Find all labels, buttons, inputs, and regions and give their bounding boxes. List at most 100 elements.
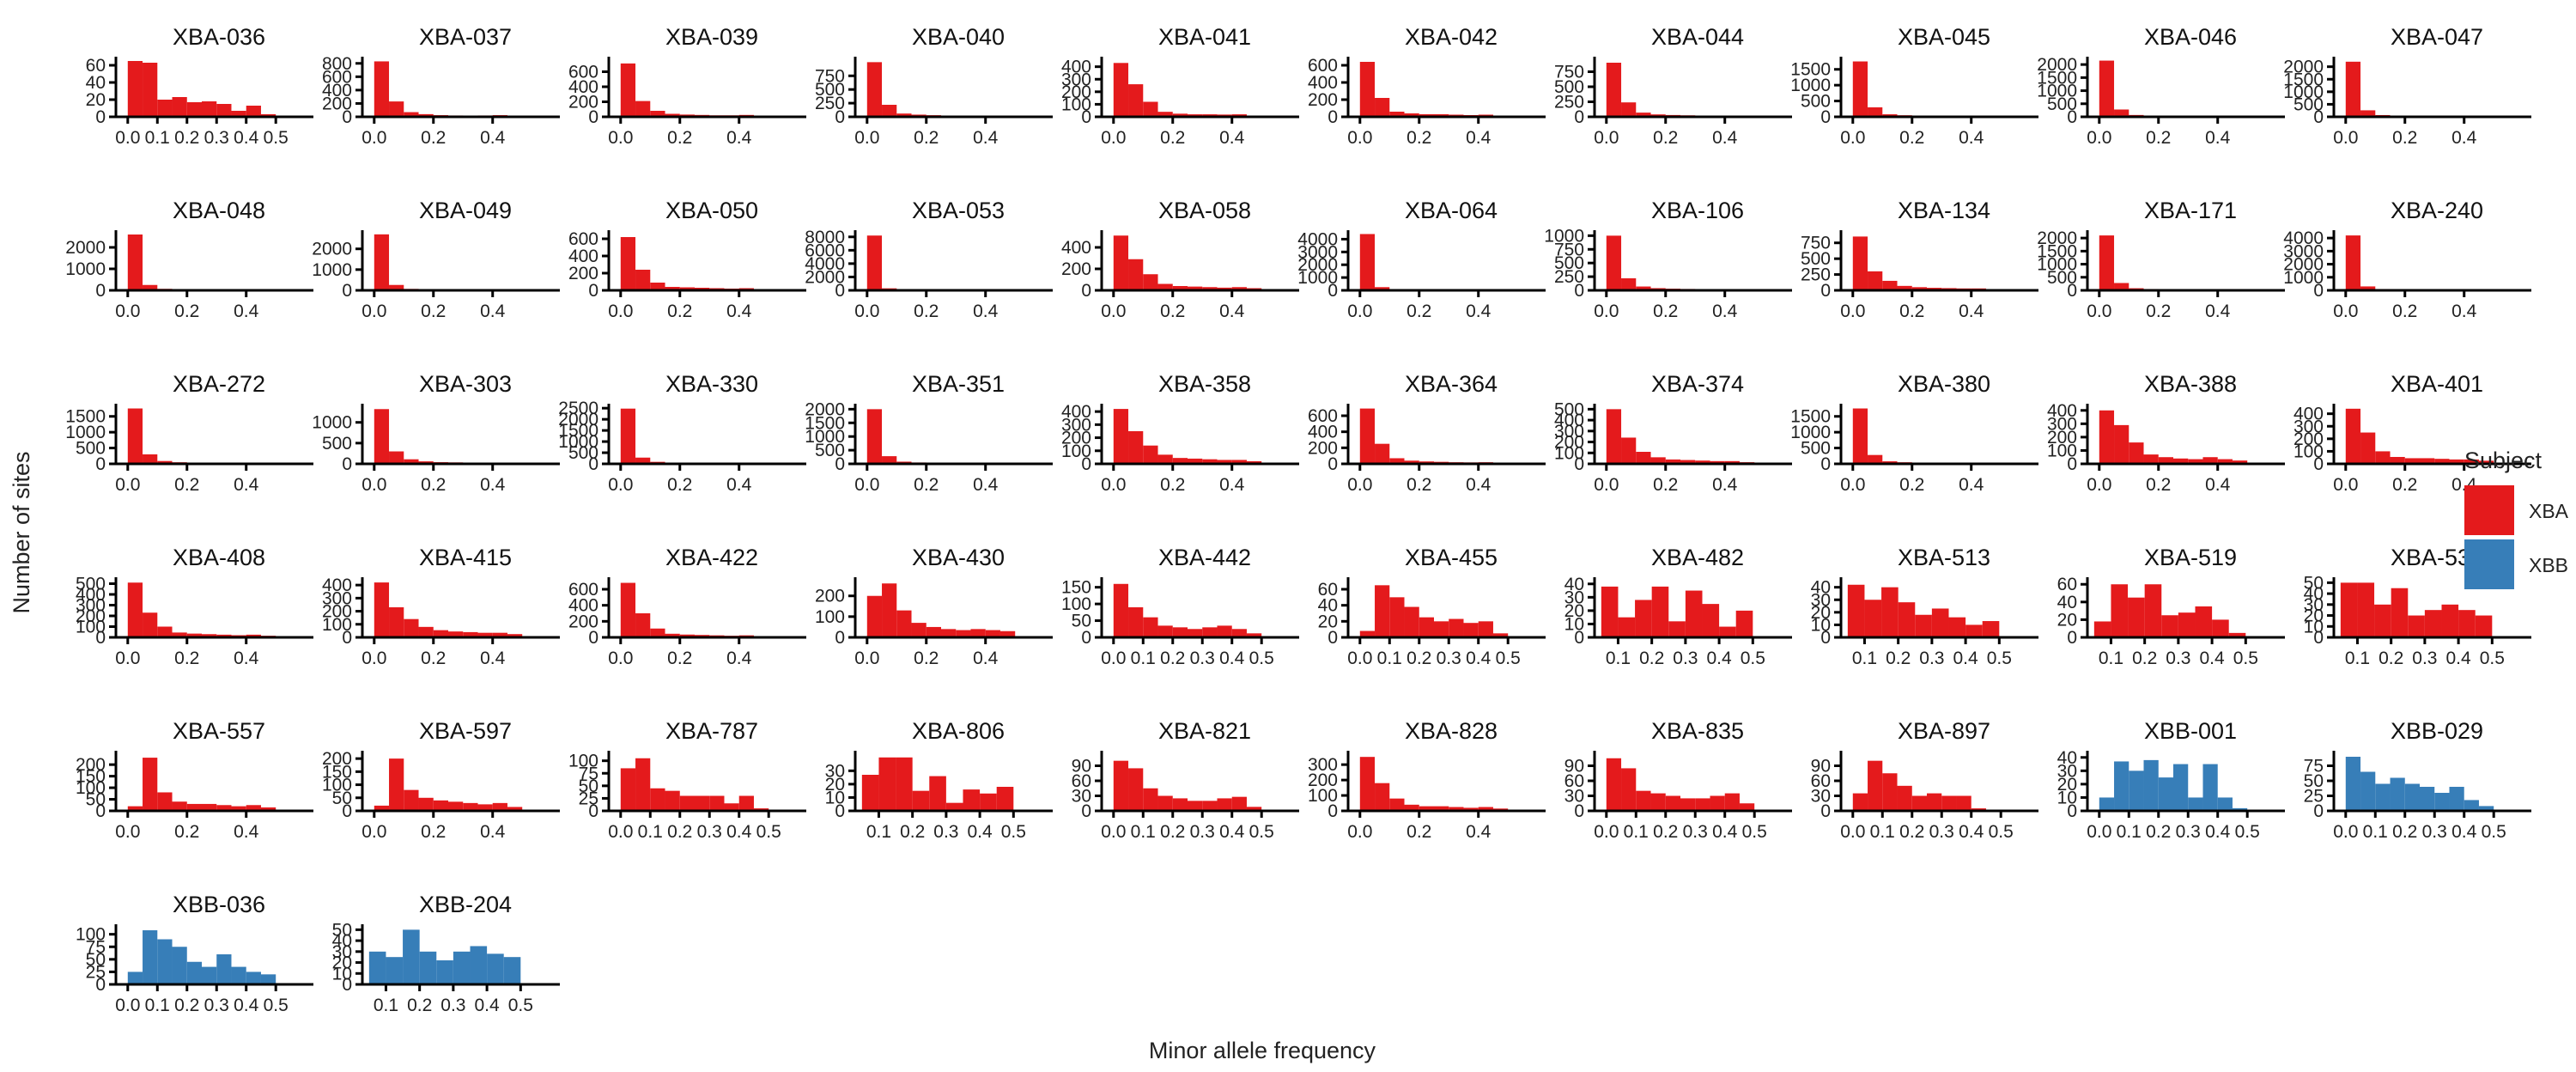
histogram-bar <box>492 802 507 811</box>
histogram-bar <box>2408 615 2425 637</box>
y-tick-label: 100 <box>322 776 352 795</box>
y-tick-label: 20 <box>332 953 352 973</box>
y-tick-label: 400 <box>322 81 352 100</box>
histogram-bar <box>1635 600 1652 637</box>
histogram-bar <box>1621 102 1637 117</box>
y-tick-label: 750 <box>1554 63 1584 82</box>
histogram-bar <box>2345 757 2361 811</box>
x-tick-label: 0.1 <box>1870 822 1895 842</box>
histogram-bar <box>896 113 912 117</box>
histogram-bar <box>1404 113 1419 117</box>
y-tick-label: 200 <box>1061 82 1091 102</box>
x-tick-label: 0.5 <box>1249 822 1274 842</box>
y-tick-label: 2000 <box>2037 228 2077 248</box>
histogram-bar <box>143 63 158 117</box>
x-tick-label: 0.2 <box>2392 128 2417 148</box>
histogram-bar <box>1375 443 1390 464</box>
x-tick-label: 0.1 <box>2099 649 2123 668</box>
histogram-bar <box>866 595 883 637</box>
x-tick-label: 0.2 <box>1406 302 1431 321</box>
histogram-bar <box>260 974 276 984</box>
x-tick-label: 0.4 <box>480 822 506 842</box>
histogram-bar <box>2158 777 2173 811</box>
x-tick-label: 0.2 <box>914 302 939 321</box>
y-tick-label: 500 <box>2293 94 2324 114</box>
histogram-bar <box>679 634 695 637</box>
x-tick-label: 0.2 <box>667 649 692 668</box>
histogram-bar <box>2178 612 2196 637</box>
histogram-bar <box>2464 800 2479 811</box>
panel-title: XBA-351 <box>912 371 1005 397</box>
histogram-bar <box>1882 773 1898 811</box>
x-tick-label: 0.2 <box>1160 649 1185 668</box>
histogram-bar <box>2202 764 2218 811</box>
y-tick-label: 250 <box>1554 93 1584 113</box>
y-tick-label: 1000 <box>65 423 106 442</box>
x-tick-label: 0.4 <box>726 302 752 321</box>
x-tick-label: 0.0 <box>1840 302 1865 321</box>
x-tick-label: 0.0 <box>854 649 879 668</box>
histogram-bar <box>436 960 453 984</box>
y-tick-label: 200 <box>568 612 598 631</box>
histogram-bar <box>186 803 202 811</box>
x-tick-label: 0.3 <box>1190 649 1215 668</box>
y-tick-label: 0 <box>1820 628 1831 648</box>
histogram-bar <box>389 101 404 117</box>
histogram-bar <box>1621 437 1637 464</box>
x-tick-label: 0.2 <box>667 302 692 321</box>
x-tick-label: 0.1 <box>145 128 170 148</box>
histogram-bar <box>487 953 504 984</box>
histogram-bar <box>2345 235 2361 290</box>
histogram-bar <box>1128 430 1144 464</box>
y-tick-label: 0 <box>1574 281 1584 301</box>
panel-title: XBA-519 <box>2144 545 2237 570</box>
x-tick-label: 0.4 <box>2451 302 2477 321</box>
y-tick-label: 0 <box>835 628 845 648</box>
x-tick-label: 0.2 <box>1653 302 1678 321</box>
histogram-bar <box>157 792 173 811</box>
legend-label: XBB <box>2529 554 2568 576</box>
y-tick-label: 10 <box>1564 614 1584 634</box>
y-tick-label: 600 <box>1308 406 1338 426</box>
histogram-bar <box>985 630 1000 637</box>
y-tick-label: 20 <box>1318 612 1338 631</box>
y-tick-label: 1500 <box>558 421 598 441</box>
histogram-bar <box>665 633 680 637</box>
y-tick-label: 100 <box>568 752 598 771</box>
y-tick-label: 200 <box>322 749 352 769</box>
histogram-bar <box>1735 610 1753 637</box>
x-tick-label: 0.0 <box>1840 475 1865 495</box>
histogram-bar <box>1113 760 1129 811</box>
x-tick-label: 0.2 <box>2146 302 2171 321</box>
x-tick-label: 0.3 <box>2176 822 2201 842</box>
y-tick-label: 0 <box>1820 281 1831 301</box>
x-tick-label: 0.1 <box>1131 649 1156 668</box>
x-tick-label: 0.0 <box>1101 649 1126 668</box>
y-tick-label: 30 <box>2304 595 2324 615</box>
histogram-bar <box>157 460 173 464</box>
x-tick-label: 0.4 <box>234 996 259 1015</box>
y-tick-label: 0 <box>1574 628 1584 648</box>
x-tick-label: 0.5 <box>1987 649 2012 668</box>
x-tick-label: 0.4 <box>234 475 259 495</box>
histogram-bar <box>389 607 404 637</box>
histogram-bar <box>695 795 710 811</box>
x-tick-label: 0.3 <box>933 822 958 842</box>
histogram-bar <box>1188 629 1203 637</box>
y-tick-label: 200 <box>1308 438 1338 458</box>
y-tick-label: 0 <box>1081 107 1091 127</box>
panel-title: XBA-064 <box>1405 198 1498 223</box>
x-tick-label: 0.3 <box>204 128 229 148</box>
y-tick-label: 400 <box>322 576 352 595</box>
histogram-bar <box>650 788 665 811</box>
y-tick-label: 2000 <box>2283 58 2324 77</box>
histogram-bar <box>2375 783 2391 811</box>
x-tick-label: 0.4 <box>1959 302 1984 321</box>
x-tick-label: 0.2 <box>421 649 446 668</box>
y-tick-label: 2000 <box>2037 55 2077 75</box>
